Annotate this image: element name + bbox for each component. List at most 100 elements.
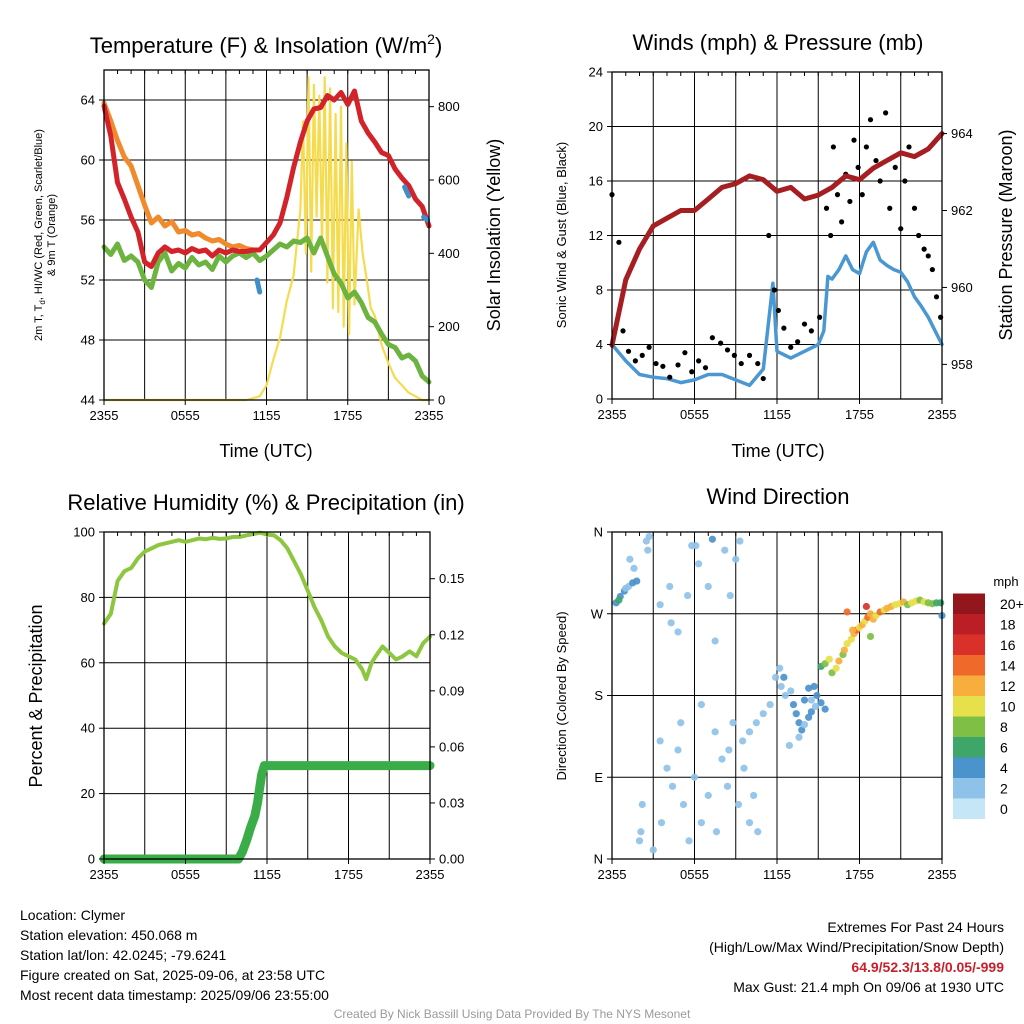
x-tick-label: 2355 [598, 867, 627, 882]
y-tick-label: 80 [81, 590, 95, 605]
y2-tick-label: 960 [951, 280, 973, 295]
direction-point [697, 819, 705, 827]
gust-point [696, 358, 702, 364]
elevation-text: Station elevation: 450.068 m [20, 927, 198, 943]
x-tick-label: 1755 [333, 408, 362, 423]
temperature-2m-line [101, 235, 432, 385]
direction-point [813, 691, 821, 700]
x-tick-label: 0555 [171, 408, 200, 423]
y-tick-label: 48 [81, 333, 95, 348]
y2-tick-label: 958 [951, 357, 973, 372]
temperature-series [101, 76, 432, 402]
direction-point [800, 720, 809, 729]
gust-point [916, 232, 922, 239]
gust-point [873, 157, 879, 164]
legend-label: 10 [1000, 698, 1016, 714]
insolation-line [102, 76, 431, 402]
legend-label: 6 [1000, 739, 1008, 755]
direction-point [685, 837, 693, 845]
y2-tick-label: 0.00 [439, 852, 464, 867]
gust-point [892, 164, 898, 170]
y2-tick-label: 0.09 [439, 683, 464, 698]
direction-point [674, 746, 682, 754]
direction-point [752, 719, 760, 727]
direction-point [787, 687, 795, 695]
temperature-panel: Temperature (F) & Insolation (W/m2) 2355… [33, 31, 504, 461]
direction-point [792, 710, 800, 718]
y-tick-label: 24 [589, 65, 603, 80]
direction-point [649, 846, 657, 854]
recent-text: Most recent data timestamp: 2025/09/06 2… [20, 987, 329, 1003]
gust-point [766, 232, 772, 239]
direction-point [847, 635, 855, 643]
pressure-ylabel: Station Pressure (Maroon) [996, 129, 1016, 340]
gust-point [646, 344, 652, 350]
direction-point [832, 664, 840, 672]
direction-point [615, 596, 623, 604]
y-tick-label: 100 [73, 525, 95, 540]
direction-point [795, 733, 803, 741]
temperature-xlabel: Time (UTC) [219, 441, 312, 461]
y-tick-label: 20 [589, 119, 603, 134]
gust-point [898, 226, 904, 232]
gust-point [828, 232, 834, 239]
direction-point [759, 710, 767, 718]
temperature-ticks: 2355 0555 1155 1755 235544485256606402004006… [81, 70, 460, 423]
y-tick-label: 16 [589, 174, 603, 189]
direction-point [732, 555, 740, 563]
direction-point [840, 646, 848, 654]
y2-tick-label: 400 [438, 246, 460, 261]
legend-label: 20+ [1000, 596, 1024, 612]
humidity-ticks: 2355 0555 1155 1755 23550204060801000.000.03… [73, 525, 464, 883]
direction-grid [612, 532, 942, 859]
direction-point [667, 619, 675, 627]
x-tick-label: 1155 [253, 408, 281, 423]
direction-point [807, 708, 815, 716]
x-tick-label: 2355 [416, 867, 445, 882]
gust-point [781, 325, 787, 331]
direction-point [781, 691, 789, 700]
legend-label: 14 [1000, 657, 1016, 673]
x-tick-label: 2355 [598, 407, 627, 422]
legend-swatch [953, 716, 985, 737]
direction-point [697, 700, 705, 709]
created-text: Figure created on Sat, 2025-09-06, at 23… [20, 967, 326, 983]
gust-point [929, 266, 935, 273]
direction-point [666, 582, 674, 591]
y2-tick-label: 0.12 [439, 627, 464, 642]
credit-text: Created By Nick Bassill Using Data Provi… [333, 1007, 691, 1021]
gust-point [702, 365, 709, 371]
legend-label: 0 [1000, 801, 1008, 817]
direction-point [630, 564, 638, 572]
direction-point [776, 664, 784, 672]
extremes-desc: (High/Low/Max Wind/Precipitation/Snow De… [709, 939, 1004, 955]
x-tick-label: 2355 [90, 867, 119, 882]
legend-swatch [953, 675, 985, 696]
pressure-line [609, 131, 945, 348]
direction-point [800, 696, 809, 704]
x-tick-label: 0555 [680, 867, 709, 882]
gust-point [855, 164, 861, 170]
direction-point [821, 705, 829, 713]
y-tick-label: 40 [81, 721, 95, 736]
direction-point [674, 628, 682, 636]
direction-point [734, 800, 743, 809]
gust-point [682, 350, 688, 356]
winds-ylabel: Sonic Wind & Gust (Blue, Black) [554, 142, 569, 328]
direction-point [740, 764, 748, 772]
legend-swatch [953, 737, 985, 758]
direction-point [711, 728, 719, 736]
gust-point [724, 347, 731, 353]
windchill-line [402, 184, 412, 199]
direction-point [645, 532, 653, 541]
direction-point [805, 684, 813, 692]
y-tick-label: S [594, 688, 603, 703]
x-tick-label: 0555 [171, 867, 200, 882]
sustained-wind-line [610, 240, 944, 388]
windchill-line [421, 214, 431, 223]
location-text: Location: Clymer [20, 907, 126, 923]
gust-point [771, 287, 777, 293]
direction-point [729, 719, 737, 727]
gust-point [788, 344, 794, 350]
